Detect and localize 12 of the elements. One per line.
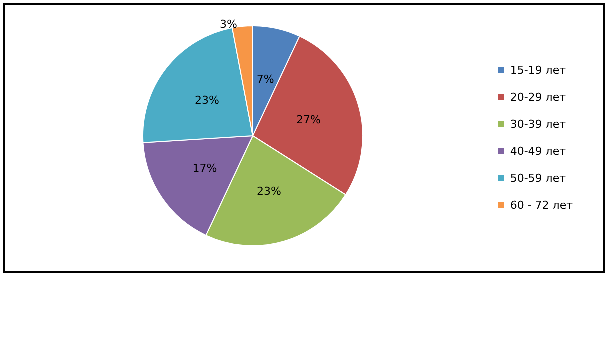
legend-label: 60 - 72 лет <box>510 199 574 212</box>
data-label: 3% <box>220 18 238 31</box>
legend-label: 40-49 лет <box>510 145 567 158</box>
data-label: 23% <box>256 185 282 198</box>
data-label: 23% <box>194 94 220 107</box>
legend-label: 20-29 лет <box>510 91 567 104</box>
legend-label: 50-59 лет <box>510 172 567 185</box>
data-label: 7% <box>256 72 274 86</box>
legend-label: 15-19 лет <box>510 64 567 77</box>
legend-label: 30-39 лет <box>510 118 567 131</box>
data-label: 27% <box>296 113 321 126</box>
data-label: 17% <box>192 162 218 176</box>
